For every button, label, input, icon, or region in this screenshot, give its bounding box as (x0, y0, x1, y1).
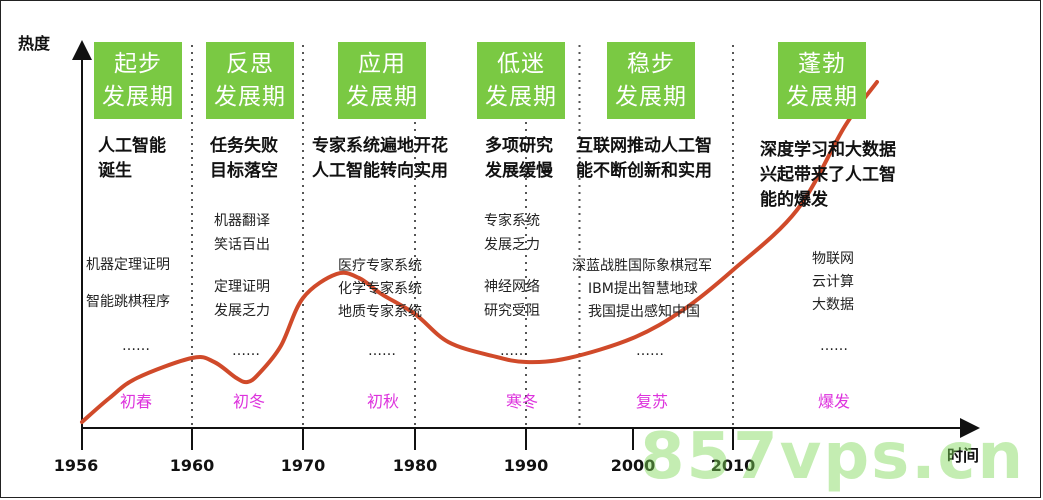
x-tick-label: 1970 (280, 456, 326, 475)
x-tick-label: 1980 (392, 456, 438, 475)
event: IBM提出智慧地球 (588, 281, 698, 297)
phase-title-box: 应用 发展期 (338, 42, 426, 119)
desc-line: 多项研究 (485, 136, 553, 156)
event: 物联网 (812, 251, 854, 267)
event: 笑话百出 (214, 237, 270, 253)
watermark-text: 857vps.cn (640, 420, 1026, 494)
phase-description: 多项研究 发展缓慢 (485, 134, 553, 184)
phase-description: 任务失败 目标落空 (210, 134, 278, 184)
desc-line: 诞生 (98, 161, 132, 181)
event: 研究受阻 (484, 303, 540, 319)
phase-description: 专家系统遍地开花 人工智能转向实用 (312, 134, 448, 184)
event: 医疗专家系统 (338, 258, 422, 274)
season-label: 复苏 (635, 392, 668, 411)
event: 智能跳棋程序 (86, 294, 170, 310)
season-label: 寒冬 (505, 392, 538, 411)
desc-line: 深度学习和大数据 (760, 140, 896, 160)
x-tick-label: 2010 (710, 456, 756, 475)
phase-title-line1: 蓬勃 (798, 50, 846, 77)
phase-title-line1: 应用 (358, 50, 406, 77)
event: 专家系统 (484, 213, 540, 229)
phase-title-line2: 发展期 (214, 83, 286, 110)
event: 机器定理证明 (86, 257, 170, 273)
y-axis-label: 热度 (18, 34, 51, 53)
phase-title-line2: 发展期 (786, 83, 858, 110)
x-tick-label: 1960 (169, 456, 215, 475)
event: 发展乏力 (214, 303, 270, 319)
event-ellipsis: …… (122, 338, 150, 354)
desc-line: 专家系统遍地开花 (312, 136, 448, 156)
phase-title-line1: 低迷 (497, 50, 545, 77)
desc-line: 能的爆发 (760, 190, 828, 210)
x-tick-label: 1956 (53, 456, 99, 475)
phase-title-line1: 起步 (114, 50, 162, 77)
event-ellipsis: …… (368, 343, 396, 359)
event-ellipsis: …… (820, 338, 848, 354)
phase-description: 人工智能 诞生 (98, 134, 166, 184)
phase-title-line2: 发展期 (485, 83, 557, 110)
desc-line: 人工智能转向实用 (312, 161, 448, 181)
event: 发展乏力 (484, 237, 540, 253)
season-label: 爆发 (817, 392, 850, 411)
trend-curve (80, 80, 879, 424)
desc-line: 目标落空 (210, 161, 278, 181)
desc-line: 兴起带来了人工智 (760, 165, 896, 185)
phase-title-line2: 发展期 (346, 83, 418, 110)
event-ellipsis: …… (636, 343, 664, 359)
season-label: 初冬 (232, 392, 265, 411)
event: 云计算 (812, 274, 854, 290)
phase-description: 深度学习和大数据 兴起带来了人工智 能的爆发 (760, 138, 896, 213)
x-tick-label: 1990 (503, 456, 549, 475)
phase-title-line1: 反思 (226, 50, 274, 77)
event: 机器翻译 (214, 213, 270, 229)
event-ellipsis: …… (232, 343, 260, 359)
phase-title-box: 蓬勃 发展期 (778, 42, 866, 119)
phase-title-line2: 发展期 (102, 83, 174, 110)
desc-line: 能不断创新和实用 (576, 161, 712, 181)
desc-line: 任务失败 (210, 136, 278, 156)
desc-line: 互联网推动人工智 (576, 136, 712, 156)
season-label: 初春 (119, 392, 152, 411)
phase-title-line2: 发展期 (615, 83, 687, 110)
desc-line: 发展缓慢 (485, 161, 553, 181)
event: 地质专家系统 (338, 304, 422, 320)
event: 定理证明 (214, 279, 270, 295)
season-label: 初秋 (366, 392, 399, 411)
phase-title-line1: 稳步 (627, 50, 675, 77)
event: 我国提出感知中国 (588, 304, 700, 320)
event-ellipsis: …… (500, 343, 528, 359)
phase-title-box: 反思 发展期 (206, 42, 294, 119)
phase-title-box: 起步 发展期 (94, 42, 182, 119)
phase-title-box: 稳步 发展期 (607, 42, 695, 119)
event: 化学专家系统 (338, 281, 422, 297)
x-axis-label: 时间 (947, 446, 980, 465)
event: 深蓝战胜国际象棋冠军 (572, 258, 712, 274)
event: 神经网络 (484, 279, 540, 295)
x-tick-label: 2000 (610, 456, 656, 475)
desc-line: 人工智能 (98, 136, 166, 156)
phase-title-box: 低迷 发展期 (477, 42, 565, 119)
phase-description: 互联网推动人工智 能不断创新和实用 (576, 134, 712, 184)
event: 大数据 (812, 297, 854, 313)
